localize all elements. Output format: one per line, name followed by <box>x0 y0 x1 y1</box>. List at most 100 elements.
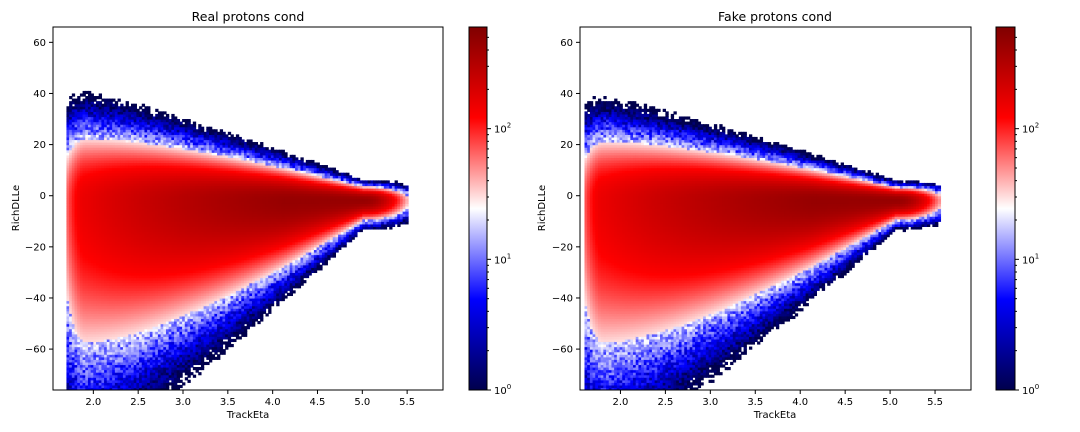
heatmap-cell <box>96 341 100 345</box>
heatmap-cell <box>79 111 84 115</box>
heatmap-cell <box>79 326 84 330</box>
heatmap-cell <box>90 315 94 320</box>
heatmap-cell <box>157 285 162 289</box>
heatmap-cell <box>139 290 143 294</box>
heatmap-cell <box>122 359 127 363</box>
heatmap-cell <box>82 272 86 276</box>
heatmap-cell <box>74 280 78 284</box>
heatmap-cell <box>176 259 181 263</box>
heatmap-cell <box>141 226 146 230</box>
heatmap-cell <box>179 172 183 176</box>
heatmap-cell <box>144 203 148 207</box>
heatmap-cell <box>112 346 116 350</box>
heatmap-cell <box>117 175 121 179</box>
heatmap-cell <box>144 354 148 358</box>
heatmap-cell <box>104 333 108 337</box>
heatmap-cell <box>112 323 116 327</box>
heatmap-cell <box>139 280 143 284</box>
heatmap-cell <box>133 165 137 169</box>
heatmap-cell <box>104 356 108 360</box>
heatmap-cell <box>141 303 146 307</box>
heatmap-cell <box>109 349 113 353</box>
heatmap-cell <box>114 208 119 212</box>
heatmap-cell <box>184 318 189 322</box>
heatmap-cell <box>85 280 89 284</box>
heatmap-cell <box>184 313 189 317</box>
heatmap-cell <box>112 211 116 215</box>
heatmap-cell <box>114 369 119 373</box>
heatmap-cell <box>93 139 97 143</box>
heatmap-cell <box>128 119 132 123</box>
heatmap-cell <box>182 216 186 220</box>
heatmap-cell <box>79 366 84 371</box>
heatmap-cell <box>69 382 73 386</box>
heatmap-cell <box>141 228 146 233</box>
heatmap-cell <box>114 343 119 348</box>
heatmap-cell <box>109 101 113 105</box>
heatmap-cell <box>165 213 170 217</box>
heatmap-cell <box>141 182 146 187</box>
heatmap-cell <box>122 108 127 112</box>
heatmap-cell <box>114 172 119 176</box>
heatmap-cell <box>149 129 154 133</box>
heatmap-cell <box>157 377 162 381</box>
heatmap-cell <box>163 287 167 291</box>
heatmap-cell <box>112 313 116 317</box>
heatmap-cell <box>77 359 81 363</box>
heatmap-cell <box>149 136 154 141</box>
heatmap-cell <box>128 134 132 138</box>
heatmap-cell <box>98 190 103 194</box>
heatmap-cell <box>66 180 70 184</box>
heatmap-cell <box>147 116 151 120</box>
heatmap-cell <box>125 310 129 314</box>
heatmap-cell <box>104 172 108 176</box>
heatmap-cell <box>122 244 127 248</box>
heatmap-cell <box>128 162 132 166</box>
heatmap-cell <box>176 272 181 276</box>
heatmap-cell <box>109 259 113 263</box>
heatmap-cell <box>128 259 132 263</box>
heatmap-cell <box>79 264 84 268</box>
heatmap-cell <box>112 328 116 332</box>
heatmap-cell <box>96 246 100 251</box>
heatmap-cell <box>168 203 172 207</box>
heatmap-cell <box>128 124 132 128</box>
heatmap-cell <box>112 234 116 238</box>
heatmap-cell <box>139 364 143 368</box>
heatmap-cell <box>179 310 183 314</box>
heatmap-cell <box>109 211 113 215</box>
heatmap-cell <box>98 234 103 238</box>
heatmap-cell <box>155 341 159 345</box>
heatmap-cell <box>139 282 143 286</box>
heatmap-cell <box>165 359 170 363</box>
heatmap-cell <box>182 234 186 238</box>
heatmap-cell <box>114 147 119 151</box>
heatmap-cell <box>141 333 146 337</box>
heatmap-cell <box>147 249 151 253</box>
heatmap-cell <box>152 159 156 164</box>
heatmap-cell <box>141 216 146 220</box>
heatmap-cell <box>141 285 146 289</box>
heatmap-cell <box>66 287 70 291</box>
heatmap-cell <box>74 364 78 368</box>
heatmap-cell <box>141 377 146 381</box>
heatmap-cell <box>147 285 151 289</box>
heatmap-cell <box>160 272 164 276</box>
heatmap-cell <box>112 124 116 128</box>
heatmap-cell <box>179 356 183 360</box>
heatmap-cell <box>82 180 86 184</box>
heatmap-cell <box>128 267 132 271</box>
heatmap-cell <box>157 126 162 130</box>
heatmap-cell <box>120 172 124 176</box>
heatmap-cell <box>182 259 186 263</box>
heatmap-cell <box>96 124 100 128</box>
heatmap-cell <box>77 175 81 179</box>
heatmap-cell <box>152 274 156 279</box>
heatmap-cell <box>106 159 111 164</box>
heatmap-cell <box>149 346 154 350</box>
heatmap-cell <box>165 295 170 299</box>
heatmap-cell <box>109 157 113 161</box>
heatmap-cell <box>106 280 111 284</box>
heatmap-cell <box>114 287 119 291</box>
heatmap-cell <box>69 221 73 225</box>
